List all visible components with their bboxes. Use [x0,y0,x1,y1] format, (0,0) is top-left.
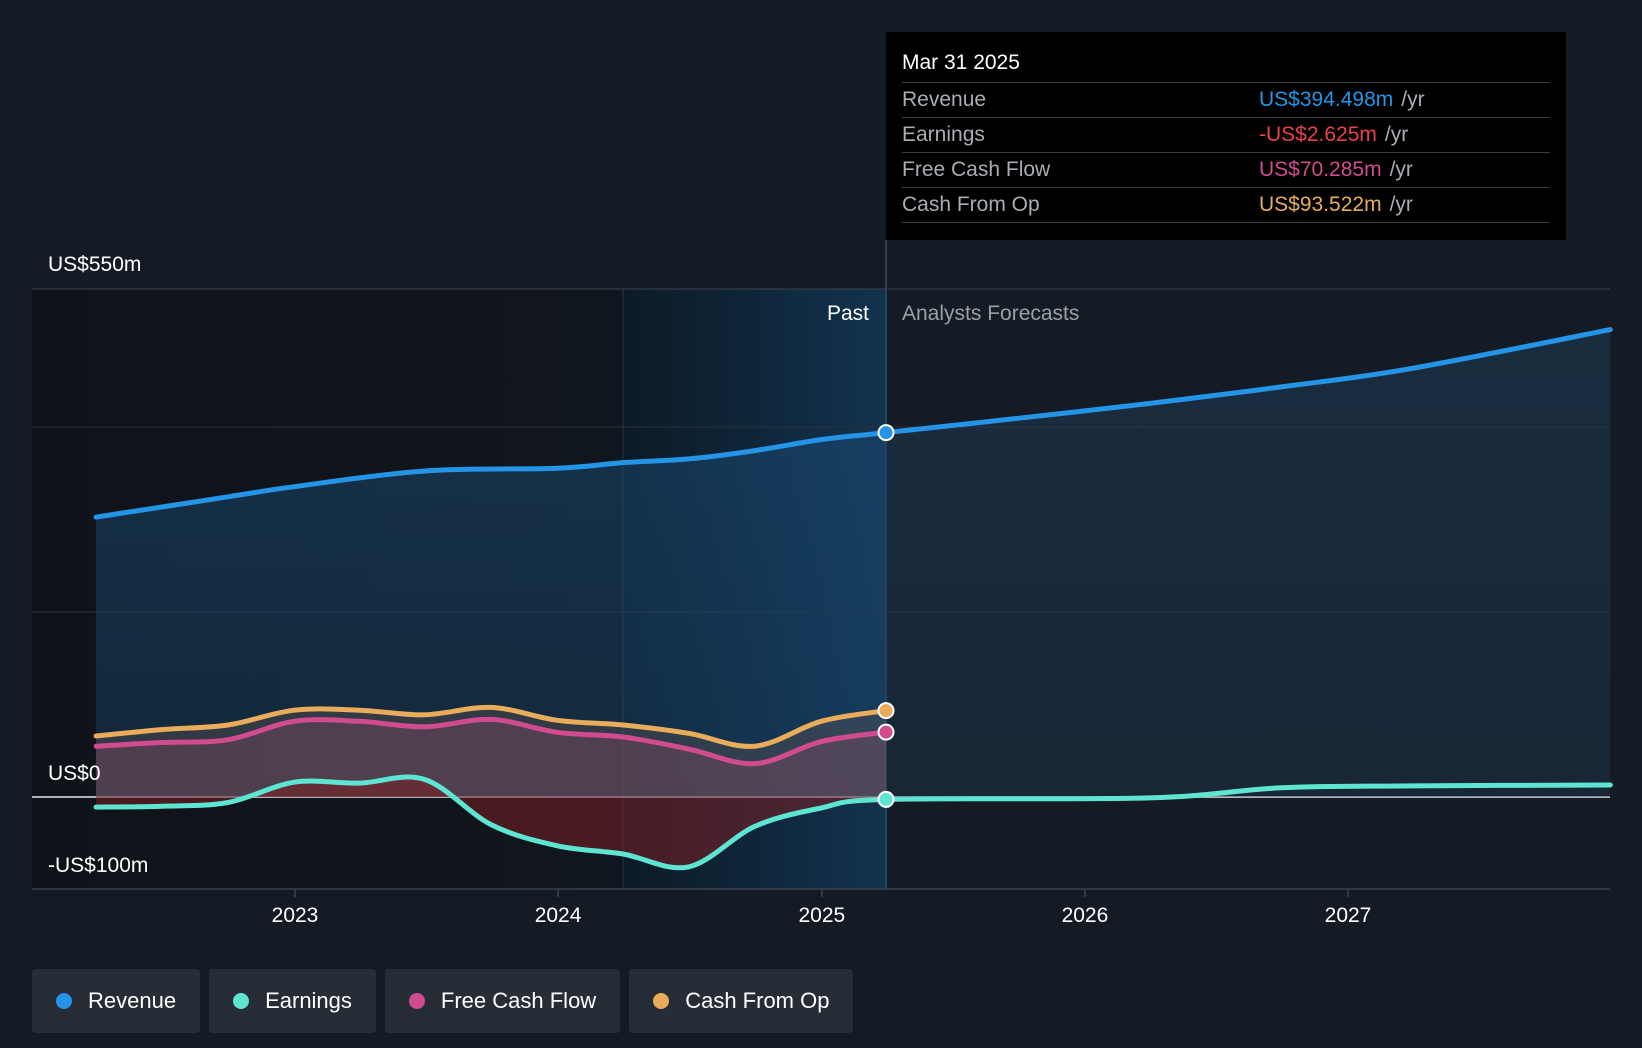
cash-from-op-line [93,704,889,749]
tooltip-value: US$70.285m [1259,158,1382,181]
free-cash-flow-area [96,719,887,797]
tooltip-value: US$394.498m [1259,88,1394,111]
legend: Revenue Earnings Free Cash Flow Cash From O… [32,969,854,1033]
tooltip-value: -US$2.625m [1259,123,1377,146]
y-label-zero: US$0 [48,762,101,785]
tooltip-unit: /yr [1401,88,1425,111]
legend-label: Revenue [88,988,177,1013]
tooltip-label: Free Cash Flow [902,158,1051,181]
legend-item-cash-from-op[interactable]: Cash From Op [629,969,854,1033]
cash-from-op-marker [877,702,895,720]
tooltip-date: Mar 31 2025 [902,51,1020,74]
tooltip-row-revenue: Revenue US$394.498m/yr [902,82,1550,117]
y-label-top: US$550m [48,253,141,276]
legend-label: Cash From Op [685,988,830,1013]
legend-item-earnings[interactable]: Earnings [209,969,376,1033]
free-cash-flow-line [93,716,889,767]
legend-dot-icon [408,993,425,1009]
revenue-line [93,327,1613,520]
tooltip-label: Earnings [902,123,985,146]
legend-item-revenue[interactable]: Revenue [32,969,201,1033]
x-tick-label: 2027 [1325,904,1372,927]
legend-item-free-cash-flow[interactable]: Free Cash Flow [384,969,621,1033]
legend-dot-icon [233,993,250,1009]
tooltip-row-cash-from-op: Cash From Op US$93.522m/yr [902,187,1550,223]
legend-label: Earnings [265,988,352,1013]
forecast-label: Analysts Forecasts [902,302,1079,325]
cash-from-op-area [96,707,887,797]
tooltip-row-earnings: Earnings -US$2.625m/yr [902,117,1550,152]
past-label: Past [827,302,869,325]
tooltip-unit: /yr [1384,123,1409,146]
tooltip-unit: /yr [1389,193,1413,216]
legend-dot-icon [56,993,72,1009]
earnings-line [93,774,1613,871]
x-tick-label: 2024 [535,904,582,927]
legend-dot-icon [653,993,670,1009]
revenue-area-forecast [886,329,1611,797]
x-tick-label: 2026 [1062,904,1109,927]
x-tick-label: 2023 [272,904,319,927]
tooltip-label: Cash From Op [902,193,1040,216]
free-cash-flow-marker [877,723,895,741]
y-label-bottom: -US$100m [48,854,148,877]
hover-tooltip: Mar 31 2025 Revenue US$394.498m/yr Earning… [886,32,1566,240]
revenue-marker [877,424,895,442]
tooltip-label: Revenue [902,88,987,111]
tooltip-unit: /yr [1389,158,1413,181]
tooltip-row-free-cash-flow: Free Cash Flow US$70.285m/yr [902,152,1550,187]
legend-label: Free Cash Flow [440,988,597,1013]
x-tick-label: 2025 [799,904,846,927]
revenue-area-past [96,432,886,797]
earnings-marker [877,790,895,808]
tooltip-value: US$93.522m [1259,193,1382,216]
